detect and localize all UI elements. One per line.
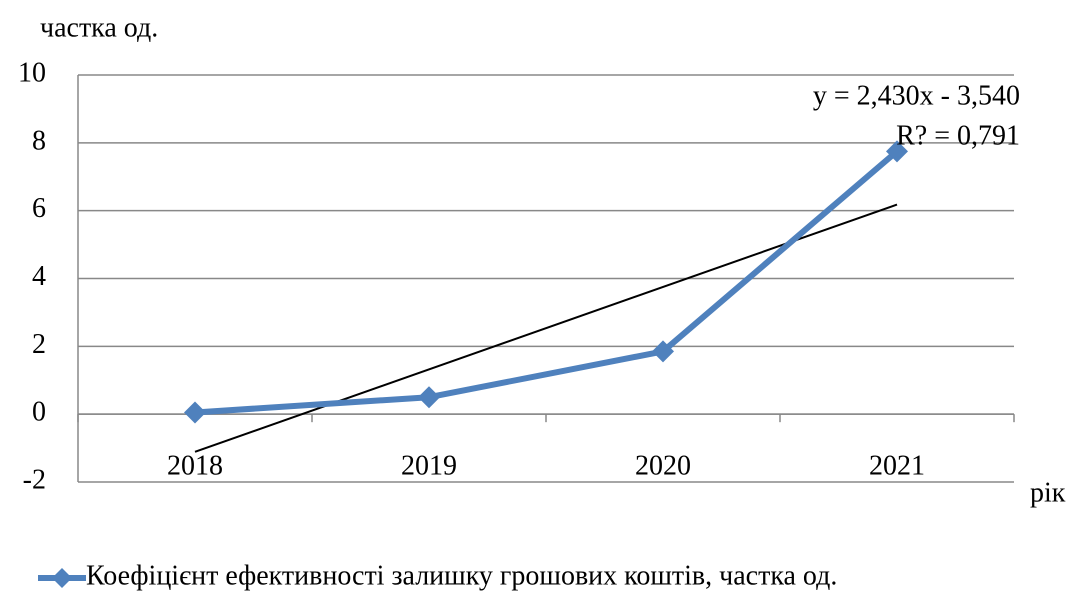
x-tick-label: 2021 <box>869 450 925 481</box>
y-tick-label: -2 <box>23 464 46 495</box>
x-tick-label: 2019 <box>401 450 457 481</box>
data-marker <box>184 401 206 424</box>
y-tick-label: 2 <box>32 329 46 360</box>
y-tick-label: 6 <box>32 193 46 224</box>
trendline <box>194 203 898 453</box>
y-tick-label: 10 <box>18 57 46 88</box>
x-tick-label: 2020 <box>635 450 691 481</box>
y-axis-label: частка од. <box>40 12 158 43</box>
data-marker <box>652 340 674 363</box>
x-axis-label: рік <box>1030 477 1066 508</box>
data-marker <box>418 386 440 409</box>
x-tick-label: 2018 <box>167 450 223 481</box>
y-tick-label: 4 <box>32 261 46 292</box>
y-tick-label: 0 <box>32 397 46 428</box>
legend-label: Коефіцієнт ефективності залишку грошових… <box>86 560 837 591</box>
series-line <box>194 149 899 416</box>
y-tick-label: 8 <box>32 125 46 156</box>
trendline-equation: y = 2,430x - 3,540 <box>813 80 1020 111</box>
legend-marker <box>52 568 72 588</box>
data-marker <box>886 140 908 163</box>
trendline-r2: R? = 0,791 <box>896 120 1020 151</box>
